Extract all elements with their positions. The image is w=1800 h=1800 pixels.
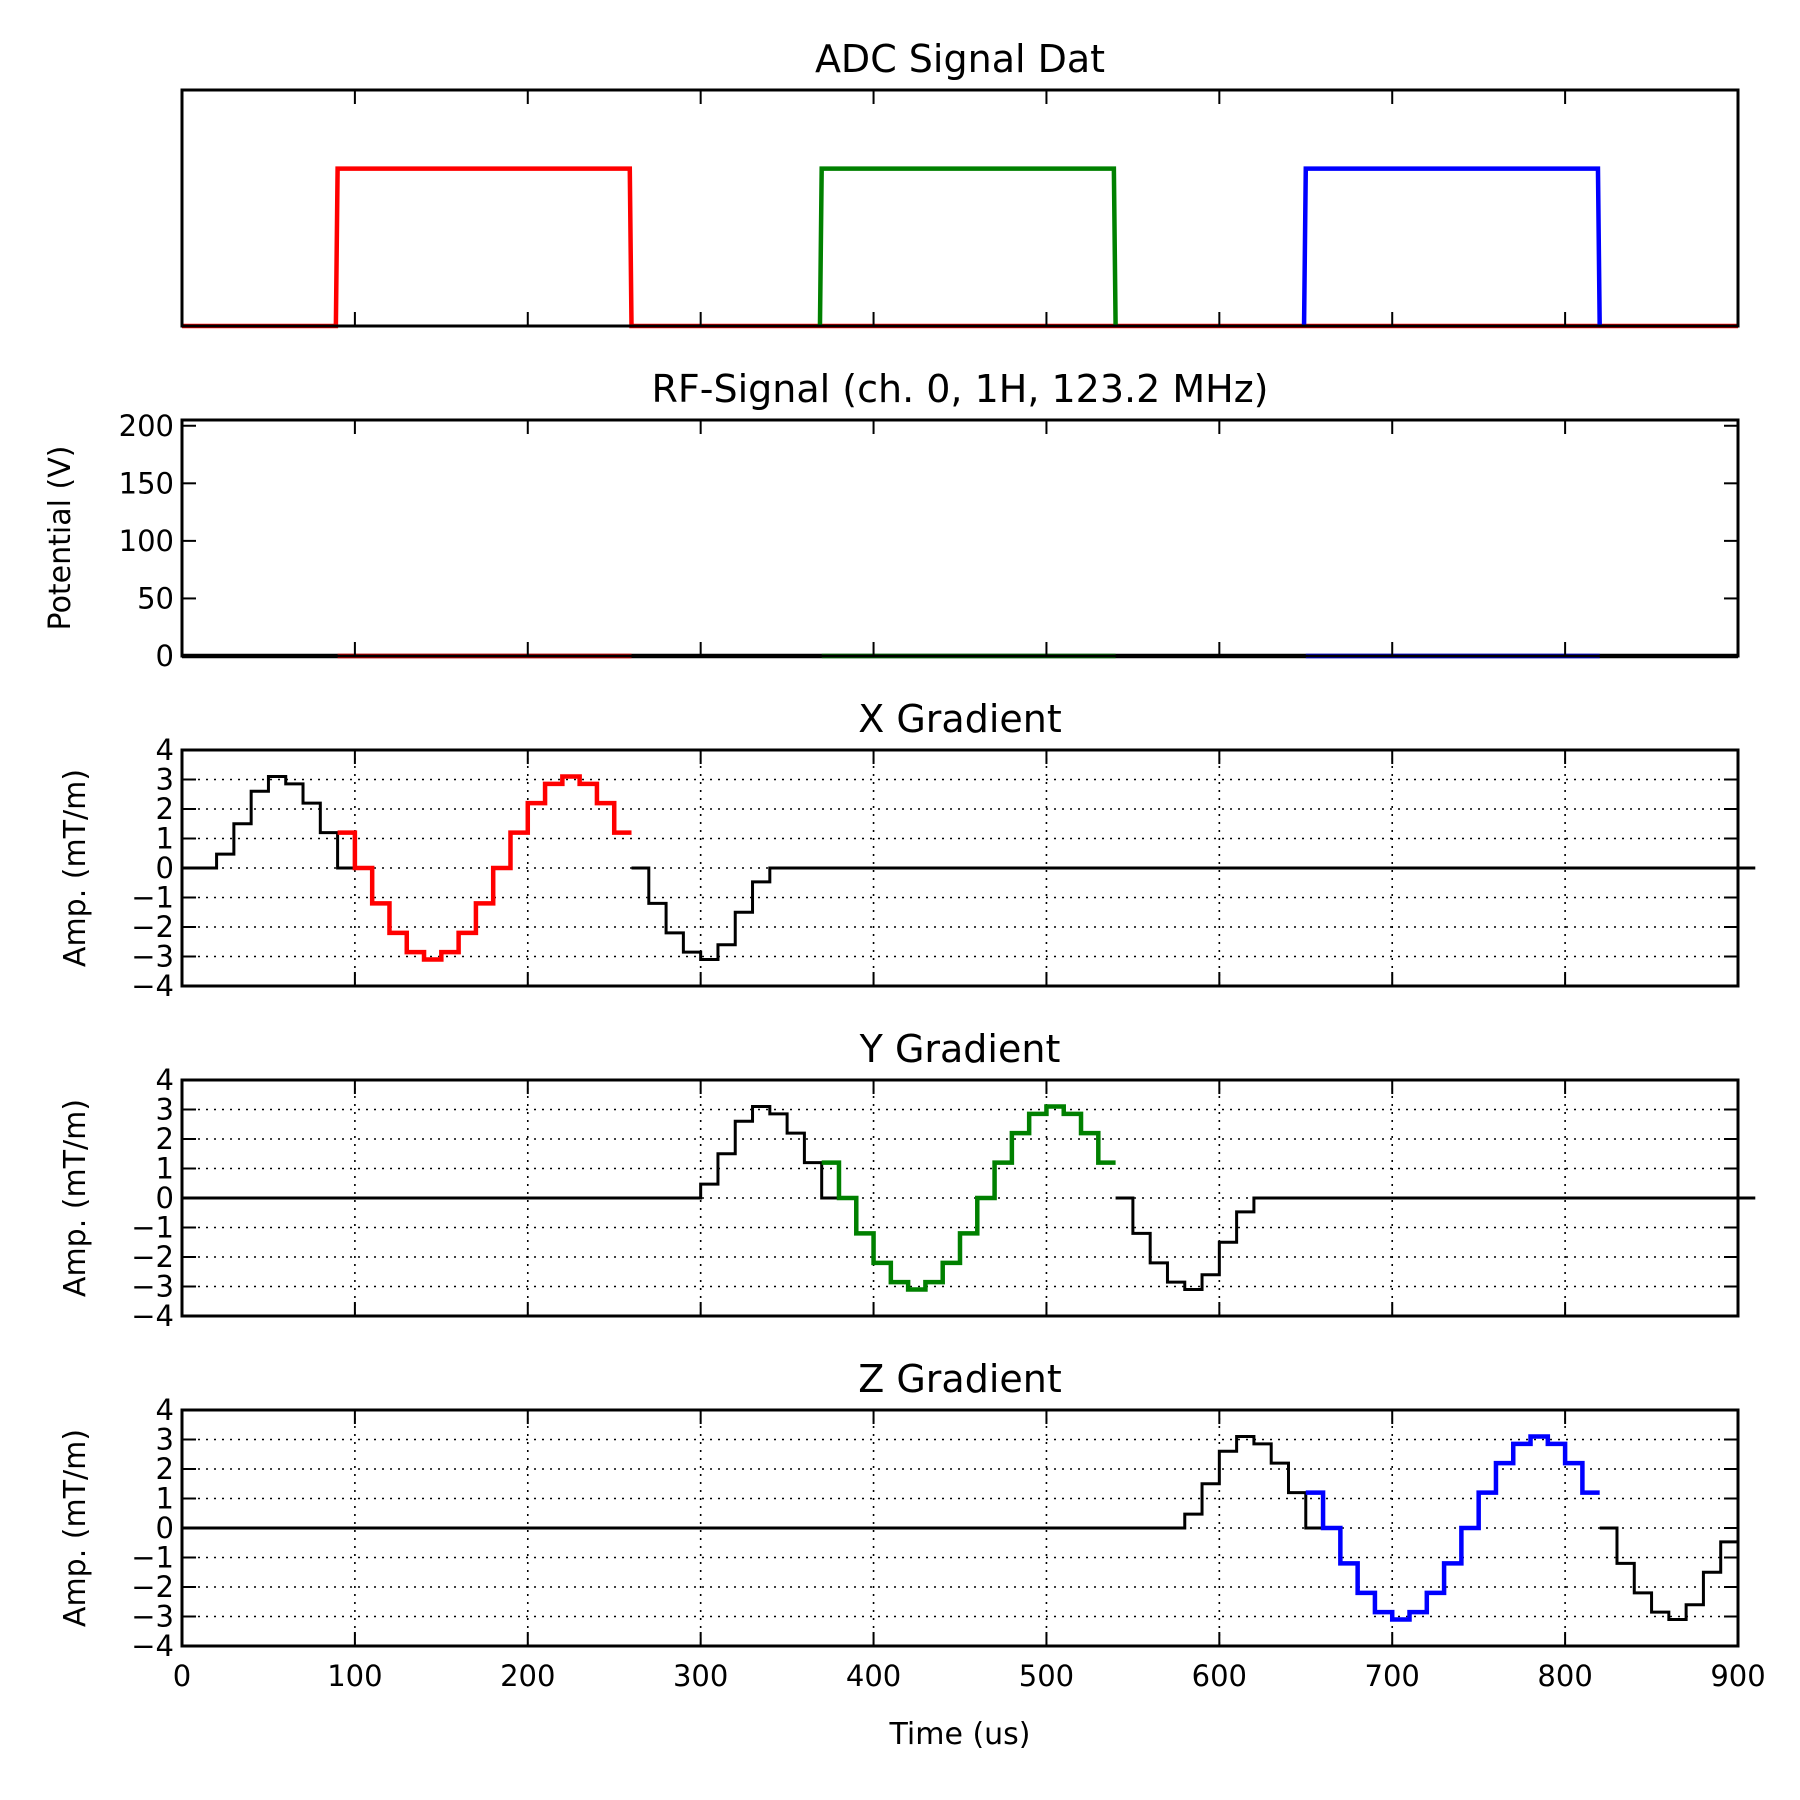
y-tick-label: 2: [156, 792, 174, 826]
series-line-zg-0: [182, 1435, 1324, 1530]
subplot-title-zg: Z Gradient: [858, 1357, 1062, 1401]
y-tick-label: 2: [156, 1122, 174, 1156]
y-tick-label: −1: [131, 1211, 174, 1245]
y-tick-label: 3: [156, 763, 174, 797]
y-tick-label: 4: [156, 733, 174, 767]
series-line-xg-1: [337, 774, 632, 962]
series-line-adc-2: [1301, 166, 1602, 327]
y-tick-label: −2: [131, 1570, 174, 1604]
y-tick-label: −4: [131, 1299, 174, 1333]
series-line-xg-2: [631, 866, 1756, 961]
y-tick-label: 50: [137, 581, 174, 615]
y-tick-label: 200: [119, 409, 174, 443]
y-tick-label: 1: [156, 822, 174, 856]
axes-frame-adc: [180, 88, 1740, 328]
y-tick-label: −1: [131, 1541, 174, 1575]
y-tick-label: 0: [156, 1181, 174, 1215]
x-tick-label: 900: [1710, 1659, 1765, 1693]
y-tick-label: −2: [131, 910, 174, 944]
y-tick-label: 100: [119, 524, 174, 558]
y-tick-label: −3: [131, 1270, 174, 1304]
y-tick-label: 4: [156, 1063, 174, 1097]
y-tick-label: 150: [119, 466, 174, 500]
subplot-title-adc: ADC Signal Dat: [815, 37, 1105, 81]
y-tick-label: −4: [131, 1629, 174, 1663]
y-tick-label: −3: [131, 1600, 174, 1634]
series-line-xg-0: [182, 775, 355, 870]
series-line-adc-1: [817, 166, 1118, 327]
x-axis-label: Time (us): [888, 1717, 1030, 1752]
x-tick-label: 700: [1365, 1659, 1420, 1693]
y-tick-label: −4: [131, 969, 174, 1003]
subplot-rf: 0 50 100 150 200 RF-Signal (ch. 0, 1H, 123.2 …: [43, 367, 1740, 673]
y-tick-label: 0: [156, 639, 174, 673]
y-axis-label-yg: Amp. (mT/m): [58, 1099, 93, 1297]
y-axis-label-xg: Amp. (mT/m): [58, 769, 93, 967]
series-line-zg-1: [1305, 1434, 1600, 1622]
y-tick-label: 3: [156, 1093, 174, 1127]
series-line-zg-2: [1599, 1526, 1738, 1621]
x-tick-label: 0: [173, 1659, 191, 1693]
y-tick-label: 1: [156, 1152, 174, 1186]
x-tick-label: 600: [1192, 1659, 1247, 1693]
y-tick-label: 2: [156, 1452, 174, 1486]
x-tick-label: 300: [673, 1659, 728, 1693]
x-tick-label: 500: [1019, 1659, 1074, 1693]
y-axis-label-rf: Potential (V): [43, 446, 78, 631]
y-axis-label-zg: Amp. (mT/m): [58, 1429, 93, 1627]
y-tick-label: 3: [156, 1423, 174, 1457]
series-line-yg-0: [182, 1105, 839, 1200]
y-tick-label: 1: [156, 1482, 174, 1516]
subplot-title-xg: X Gradient: [858, 697, 1062, 741]
y-tick-label: 0: [156, 1511, 174, 1545]
series-line-yg-1: [821, 1104, 1116, 1292]
x-tick-label: 800: [1537, 1659, 1592, 1693]
x-tick-label: 100: [327, 1659, 382, 1693]
axes-frame-rf: [180, 418, 1740, 658]
y-tick-label: −1: [131, 881, 174, 915]
subplot-adc: ADC Signal Dat: [180, 37, 1740, 329]
y-tick-label: 4: [156, 1393, 174, 1427]
y-tick-label: −2: [131, 1240, 174, 1274]
y-tick-label: 0: [156, 851, 174, 885]
y-tick-label: −3: [131, 940, 174, 974]
subplot-title-yg: Y Gradient: [859, 1027, 1061, 1071]
subplot-title-rf: RF-Signal (ch. 0, 1H, 123.2 MHz): [652, 367, 1269, 411]
series-line-yg-2: [1115, 1196, 1756, 1291]
x-tick-label: 200: [500, 1659, 555, 1693]
x-tick-label: 400: [846, 1659, 901, 1693]
